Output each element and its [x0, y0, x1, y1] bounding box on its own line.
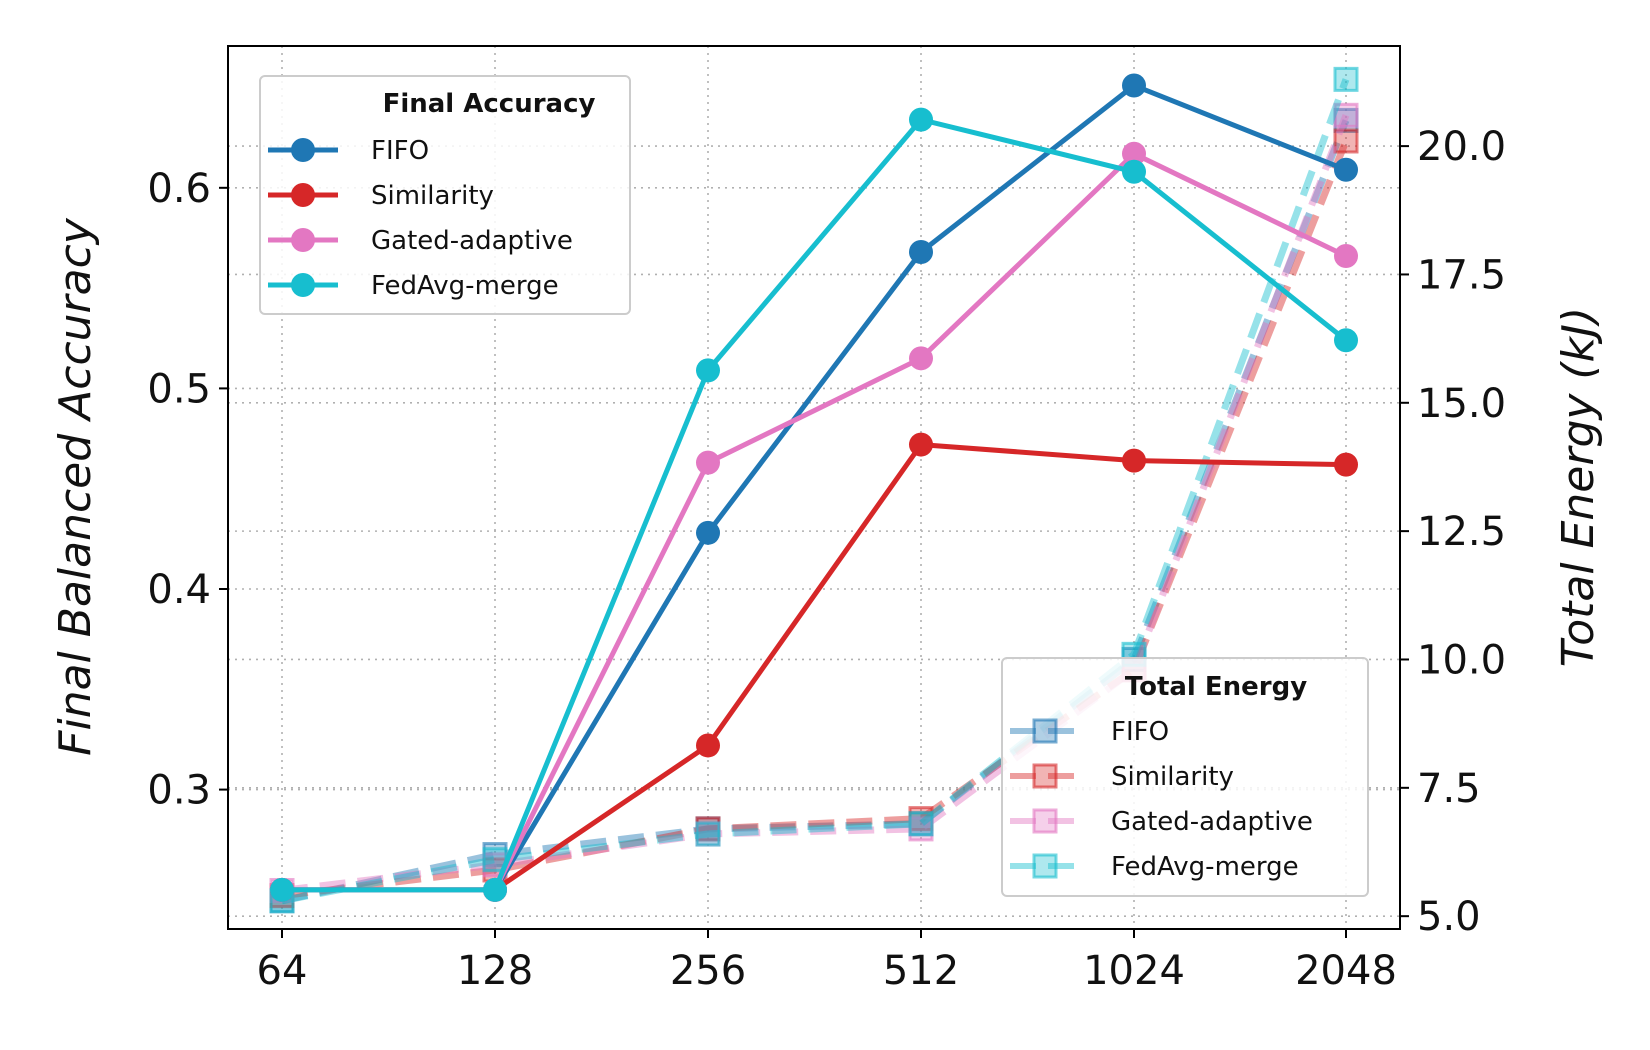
- accuracy-legend: Final Accuracy FIFO Similarity Gated-adapt…: [259, 75, 631, 315]
- legend-marker: [1032, 853, 1058, 879]
- x-tick-label: 512: [883, 948, 959, 994]
- energy-legend-title: Total Energy: [1125, 672, 1307, 702]
- accuracy-point: [1334, 452, 1358, 477]
- y-left-tick-label: 0.6: [147, 166, 211, 212]
- energy-legend-label: Gated-adaptive: [1111, 807, 1313, 837]
- x-tick-label: 64: [257, 948, 308, 994]
- accuracy-point: [1334, 328, 1358, 353]
- legend-marker: [291, 183, 315, 207]
- accuracy-legend-label: FIFO: [371, 136, 429, 166]
- y-left-tick-label: 0.5: [147, 366, 211, 412]
- accuracy-point: [696, 733, 720, 758]
- y-axis-left-label: Final Balanced Accuracy: [50, 217, 101, 756]
- energy-point: [1333, 102, 1359, 128]
- accuracy-point: [1122, 159, 1146, 184]
- accuracy-point: [909, 432, 933, 457]
- accuracy-point: [1122, 141, 1146, 166]
- y-right-tick-label: 15.0: [1417, 381, 1506, 427]
- energy-line-fedavg-merge: [281, 78, 1350, 905]
- plot-frame: [227, 45, 1401, 930]
- accuracy-legend-label: Similarity: [371, 181, 494, 211]
- y-right-tick-label: 17.5: [1417, 252, 1506, 298]
- y-right-tick-label: 7.5: [1417, 766, 1481, 812]
- energy-line-similarity: [281, 139, 1350, 900]
- y-axis-right-label: Total Energy (kJ): [1553, 307, 1604, 667]
- x-tick-label: 1024: [1083, 948, 1185, 994]
- energy-legend-label: FIFO: [1111, 717, 1169, 747]
- accuracy-legend-label: FedAvg-merge: [371, 271, 559, 301]
- axis-ticks: 64 128 256 512 1024 2048 0.3 0.4 0.5 0.6 5.0 7.5 10.…: [147, 124, 1506, 994]
- energy-point: [908, 811, 934, 837]
- accuracy-point: [696, 450, 720, 475]
- accuracy-legend-label: Gated-adaptive: [371, 226, 573, 256]
- energy-point: [1333, 128, 1359, 154]
- accuracy-point: [696, 358, 720, 383]
- legend-marker: [1032, 718, 1058, 744]
- energy-legend-box: [1001, 657, 1369, 897]
- accuracy-legend-title: Final Accuracy: [383, 89, 596, 119]
- accuracy-point: [270, 877, 294, 902]
- accuracy-legend-box: [259, 75, 631, 315]
- y-right-tick-label: 12.5: [1417, 509, 1506, 555]
- energy-line-fifo: [281, 119, 1350, 905]
- accuracy-line-fedavg-merge: [282, 116, 1348, 893]
- legend-marker: [291, 138, 315, 162]
- energy-line-gated-adaptive: [281, 114, 1350, 894]
- legend-marker: [1032, 763, 1058, 789]
- accuracy-point: [1122, 73, 1146, 98]
- energy-point: [1333, 66, 1359, 92]
- accuracy-point: [1334, 157, 1358, 182]
- energy-point: [695, 821, 721, 847]
- energy-legend: Total Energy FIFO Similarity Gated-adaptiv…: [1001, 657, 1369, 897]
- x-tick-label: 2048: [1295, 948, 1397, 994]
- energy-legend-label: FedAvg-merge: [1111, 852, 1299, 882]
- y-right-tick-label: 20.0: [1417, 124, 1506, 170]
- accuracy-point: [1122, 448, 1146, 473]
- energy-legend-label: Similarity: [1111, 762, 1234, 792]
- legend-marker: [1032, 808, 1058, 834]
- y-right-tick-label: 10.0: [1417, 637, 1506, 683]
- accuracy-point: [909, 107, 933, 132]
- legend-marker: [291, 273, 315, 297]
- legend-marker: [291, 228, 315, 252]
- y-left-tick-label: 0.3: [147, 768, 211, 814]
- accuracy-point: [1334, 244, 1358, 269]
- accuracy-point: [696, 520, 720, 545]
- y-right-tick-label: 5.0: [1417, 894, 1481, 940]
- accuracy-point: [483, 877, 507, 902]
- accuracy-series-lines: [270, 73, 1358, 902]
- y-left-tick-label: 0.4: [147, 567, 211, 613]
- accuracy-point: [909, 240, 933, 265]
- x-tick-label: 128: [457, 948, 533, 994]
- x-tick-label: 256: [670, 948, 746, 994]
- accuracy-point: [909, 346, 933, 371]
